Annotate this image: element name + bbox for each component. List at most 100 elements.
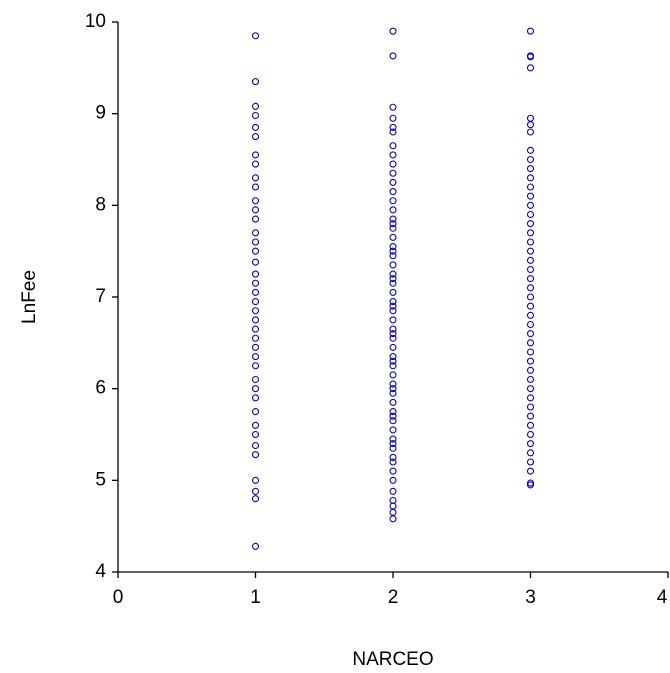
point [389, 343, 397, 351]
point [389, 233, 397, 241]
point [251, 174, 260, 182]
point [389, 298, 397, 306]
point [526, 174, 535, 182]
point [251, 258, 260, 266]
point [389, 27, 397, 35]
point [389, 371, 397, 379]
point [389, 357, 397, 365]
point [389, 243, 397, 251]
point [389, 353, 397, 361]
x-axis-label: NARCEO [352, 649, 433, 670]
point [389, 467, 397, 475]
x-tick-label: 4 [657, 587, 668, 608]
x-tick-label: 3 [525, 587, 536, 608]
point [389, 330, 397, 338]
point [526, 421, 535, 429]
point [389, 123, 397, 131]
point [251, 385, 260, 393]
point [389, 458, 397, 466]
point [251, 288, 260, 296]
point [251, 362, 260, 370]
point [526, 440, 535, 448]
point [251, 430, 260, 439]
point [526, 375, 535, 384]
point [251, 270, 260, 278]
point [389, 188, 397, 196]
point [526, 302, 535, 310]
point [389, 103, 397, 111]
point [389, 476, 397, 484]
point [526, 366, 535, 374]
point [526, 449, 535, 457]
point [526, 320, 535, 329]
point [526, 64, 535, 72]
point [251, 487, 260, 495]
point [251, 476, 260, 484]
point [389, 334, 397, 342]
point [526, 348, 535, 356]
point [526, 210, 535, 219]
point [389, 316, 397, 324]
y-tick-label: 9 [95, 103, 106, 124]
point [526, 238, 535, 246]
point [389, 178, 397, 186]
point [389, 270, 397, 278]
point [251, 542, 260, 550]
point [526, 155, 535, 164]
point [389, 302, 397, 310]
point [526, 458, 535, 466]
x-tick-label: 2 [388, 587, 399, 608]
point [251, 238, 260, 246]
point [389, 128, 397, 136]
point [389, 417, 397, 425]
point [389, 206, 397, 214]
point [251, 408, 260, 416]
point [526, 293, 535, 301]
point [526, 183, 535, 191]
point [526, 275, 535, 283]
point [389, 408, 397, 416]
point [389, 426, 397, 434]
point [526, 403, 535, 411]
y-tick-label: 5 [95, 469, 106, 490]
point [251, 247, 260, 255]
point [526, 394, 535, 402]
point [526, 311, 535, 319]
point [389, 224, 397, 232]
point [389, 487, 397, 495]
point [389, 508, 397, 516]
point [389, 307, 397, 315]
point [389, 279, 397, 287]
point [251, 353, 260, 361]
point [526, 128, 535, 136]
point [251, 215, 260, 223]
point [389, 151, 397, 159]
point [389, 385, 397, 393]
point [526, 53, 535, 61]
point [251, 151, 260, 159]
point [389, 142, 397, 150]
point [389, 515, 397, 523]
point [389, 435, 397, 443]
point [389, 398, 397, 406]
point [389, 261, 397, 269]
point [251, 307, 260, 315]
point [526, 114, 535, 122]
y-tick-label: 8 [95, 194, 106, 215]
y-axis-label: LnFee [19, 270, 40, 324]
point [251, 279, 260, 287]
point [251, 334, 260, 342]
point [526, 220, 535, 228]
y-tick-label: 6 [95, 378, 106, 399]
point [526, 481, 535, 489]
point [389, 114, 397, 122]
point [389, 325, 397, 333]
point [251, 229, 260, 237]
point [526, 284, 535, 292]
point [251, 206, 260, 214]
point [389, 160, 397, 168]
point [389, 275, 397, 283]
point [389, 362, 397, 370]
point [251, 32, 260, 40]
